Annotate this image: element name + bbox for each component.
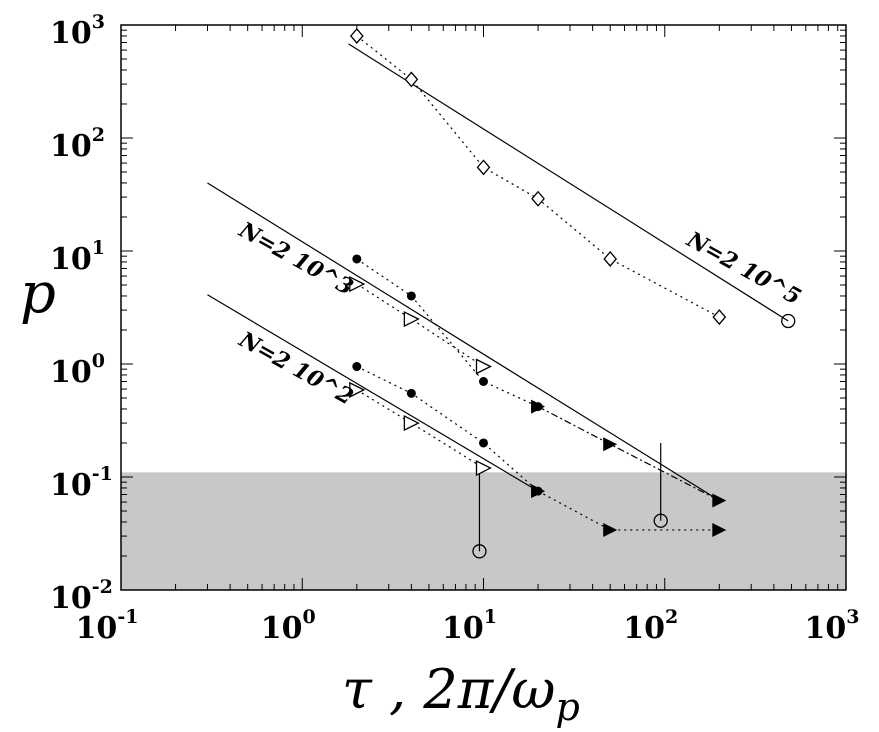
filled-circle-marker [479,438,488,448]
tick-layer [120,25,846,591]
diamond-marker [404,71,419,88]
series-connector [356,258,539,408]
filled-triangle-marker [531,399,546,414]
open-triangle-marker [475,358,492,375]
y-tick-label-exponent: 1 [92,237,105,259]
error-bar-layer [478,442,662,552]
y-tick-label: 103 [50,11,105,51]
y-tick-label: 101 [50,237,105,277]
diamond-marker [476,159,491,176]
open-triangle-marker [403,415,420,432]
filled-circle-marker [479,377,488,387]
filled-triangle-marker [603,437,618,452]
filled-circle-marker [406,388,416,398]
y-tick-label-exponent: 2 [92,124,105,146]
y-tick-label-exponent: 3 [92,11,105,33]
y-tick-label: 10-2 [50,576,113,616]
y-tick-label-exponent: 0 [92,350,105,372]
open-circle-marker [472,544,487,559]
y-tick-label: 100 [50,350,105,390]
x-tick-label: 101 [442,606,497,646]
x-tick-labels: 10-1 100 101 102 103 [76,606,860,646]
open-triangle-marker [403,310,420,328]
filled-circle-marker [406,291,416,301]
series-connector [356,35,720,318]
diamond-marker [603,250,618,267]
fit-line [207,182,720,501]
diamond-marker [349,27,364,44]
open-circle-marker [653,513,668,528]
y-tick-label-exponent: -2 [92,576,113,598]
diamond-marker [712,309,727,326]
y-tick-label: 102 [50,124,105,164]
y-tick-label-base: 10 [50,242,92,277]
series-connector [356,365,539,492]
series-connector [356,389,484,469]
y-tick-label-exponent: -1 [92,463,113,485]
x-tick-label-base: 10 [623,611,665,646]
y-tick-label-base: 10 [50,16,92,51]
x-tick-label-base: 10 [76,611,118,646]
fit-line-layer [207,43,789,501]
shaded-region [121,472,846,590]
x-tick-label-base: 10 [261,611,303,646]
open-triangle-marker [349,275,366,293]
x-tick-label-base: 10 [805,611,847,646]
x-axis-label-main: τ , 2π/ω [342,658,555,721]
x-axis-label: τ , 2π/ωp [342,658,580,729]
x-axis-label-subscript: p [555,685,579,729]
filled-triangle-marker [603,522,618,537]
x-tick-label-exponent: 3 [846,606,859,628]
x-tick-label: 10-1 [76,606,139,646]
x-tick-label-base: 10 [442,611,484,646]
filled-triangle-marker [712,522,727,537]
diamond-marker [531,190,545,207]
open-circle-marker [781,313,796,329]
x-tick-label-exponent: -1 [117,606,138,628]
x-tick-label-exponent: 2 [665,606,678,628]
fit-line [348,43,789,322]
y-tick-label-base: 10 [50,129,92,164]
filled-triangle-marker [531,484,546,499]
open-triangle-marker [475,460,492,477]
x-tick-label: 103 [805,606,860,646]
open-triangle-marker [349,381,366,398]
filled-triangle-marker [712,493,727,508]
x-tick-label-exponent: 0 [303,606,316,628]
y-tick-label-base: 10 [50,468,92,503]
shaded-region-layer [121,472,846,590]
x-tick-label-exponent: 1 [484,606,497,628]
marker-layer [349,27,796,559]
fit-line [207,294,539,492]
y-tick-label-base: 10 [50,355,92,390]
plot-frame [120,24,847,591]
y-axis-label: p [20,261,56,326]
x-tick-label: 102 [623,606,678,646]
filled-circle-marker [352,254,362,264]
x-tick-label: 100 [261,606,316,646]
filled-circle-marker [352,362,362,372]
y-tick-label: 10-1 [50,463,113,503]
y-tick-label-base: 10 [50,581,92,616]
